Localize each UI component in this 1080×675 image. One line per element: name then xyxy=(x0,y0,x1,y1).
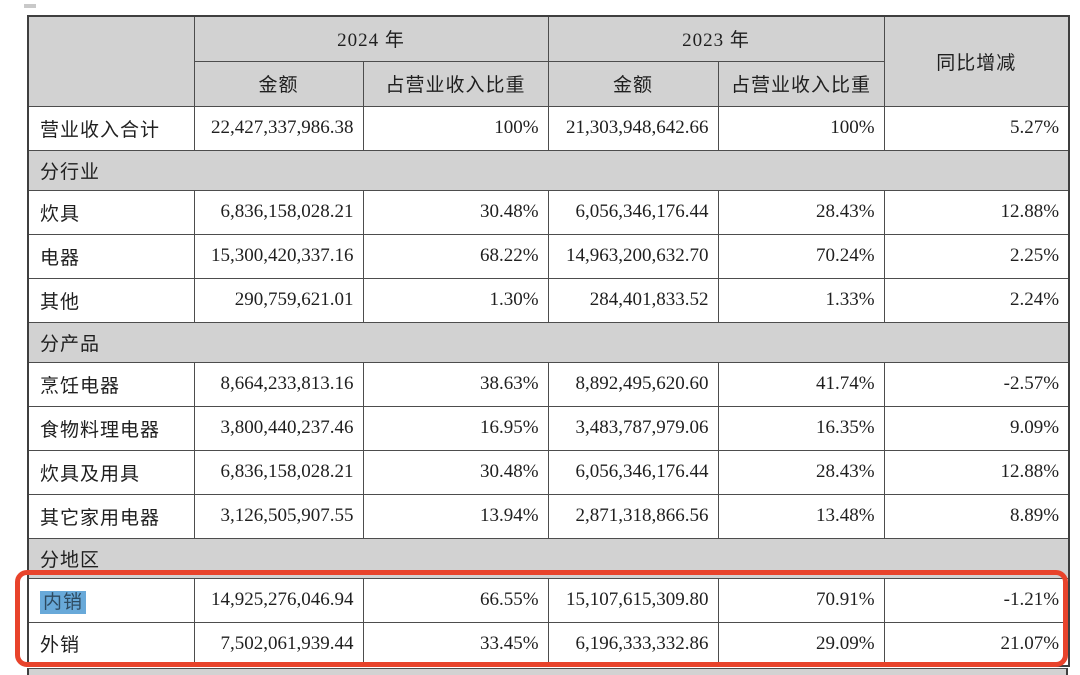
value-cell: 33.45% xyxy=(362,621,549,667)
value-cell: 8.89% xyxy=(883,493,1070,539)
value-cell: 6,056,346,176.44 xyxy=(547,189,719,235)
table-row: 电器 15,300,420,337.16 68.22% 14,963,200,632.… xyxy=(27,233,1070,279)
table-row: 外销 7,502,061,939.44 33.45% 6,196,333,332.86… xyxy=(27,621,1070,667)
column-header-amount-2023: 金额 xyxy=(547,60,719,107)
value-cell: 6,056,346,176.44 xyxy=(547,449,719,495)
value-cell: 70.91% xyxy=(717,577,885,623)
value-cell: 16.35% xyxy=(717,405,885,451)
table-row: 炊具 6,836,158,028.21 30.48% 6,056,346,176.44… xyxy=(27,189,1070,235)
table-row: 营业收入合计 22,427,337,986.38 100% 21,303,948,64… xyxy=(27,105,1070,151)
value-cell: 29.09% xyxy=(717,621,885,667)
value-cell: 21,303,948,642.66 xyxy=(547,105,719,151)
value-cell: 3,126,505,907.55 xyxy=(193,493,364,539)
value-cell: 9.09% xyxy=(883,405,1070,451)
value-cell: 30.48% xyxy=(362,449,549,495)
selected-text: 内销 xyxy=(40,590,87,614)
value-cell: 66.55% xyxy=(362,577,549,623)
value-cell: 5.27% xyxy=(883,105,1070,151)
table-row: 烹饪电器 8,664,233,813.16 38.63% 8,892,495,620.… xyxy=(27,361,1070,407)
value-cell: 28.43% xyxy=(717,189,885,235)
value-cell: 30.48% xyxy=(362,189,549,235)
value-cell: 6,836,158,028.21 xyxy=(193,189,364,235)
row-label: 内销 xyxy=(27,577,195,623)
table-row: 内销 14,925,276,046.94 66.55% 15,107,615,309.… xyxy=(27,577,1070,623)
value-cell: 14,925,276,046.94 xyxy=(193,577,364,623)
row-label: 其他 xyxy=(27,277,195,323)
value-cell: 14,963,200,632.70 xyxy=(547,233,719,279)
value-cell: 22,427,337,986.38 xyxy=(193,105,364,151)
section-label: 分产品 xyxy=(27,321,1070,363)
row-label: 其它家用电器 xyxy=(27,493,195,539)
value-cell: 2,871,318,866.56 xyxy=(547,493,719,539)
section-label: 分行业 xyxy=(27,149,1070,191)
table-row: 炊具及用具 6,836,158,028.21 30.48% 6,056,346,176… xyxy=(27,449,1070,495)
table-body: 营业收入合计 22,427,337,986.38 100% 21,303,948,64… xyxy=(27,105,1070,667)
row-label: 炊具 xyxy=(27,189,195,235)
value-cell: 3,483,787,979.06 xyxy=(547,405,719,451)
value-cell: 15,107,615,309.80 xyxy=(547,577,719,623)
value-cell: 12.88% xyxy=(883,189,1070,235)
value-cell: 7,502,061,939.44 xyxy=(193,621,364,667)
column-header-amount-2024: 金额 xyxy=(193,60,364,107)
value-cell: 13.94% xyxy=(362,493,549,539)
column-header-pct-2024: 占营业收入比重 xyxy=(362,60,549,107)
table-row: 食物料理电器 3,800,440,237.46 16.95% 3,483,787,97… xyxy=(27,405,1070,451)
table-row: 其他 290,759,621.01 1.30% 284,401,833.52 1.33%… xyxy=(27,277,1070,323)
column-header-yoy: 同比增减 xyxy=(883,15,1070,107)
section-row: 分地区 xyxy=(27,537,1070,579)
column-header-2024: 2024 年 xyxy=(193,15,549,62)
section-label: 分地区 xyxy=(27,537,1070,579)
value-cell: 16.95% xyxy=(362,405,549,451)
value-cell: -2.57% xyxy=(883,361,1070,407)
corner-blank-cell xyxy=(27,15,195,107)
row-label: 食物料理电器 xyxy=(27,405,195,451)
value-cell: 13.48% xyxy=(717,493,885,539)
value-cell: 2.24% xyxy=(883,277,1070,323)
revenue-breakdown-table: 2024 年 2023 年 同比增减 金额 占营业收入比重 金额 占营业收入比重… xyxy=(27,15,1071,667)
value-cell: 1.33% xyxy=(717,277,885,323)
value-cell: 70.24% xyxy=(717,233,885,279)
value-cell: 100% xyxy=(717,105,885,151)
value-cell: 28.43% xyxy=(717,449,885,495)
header-row-subcolumns: 金额 占营业收入比重 金额 占营业收入比重 xyxy=(28,60,1069,107)
value-cell: 1.30% xyxy=(362,277,549,323)
value-cell: 2.25% xyxy=(883,233,1070,279)
value-cell: 3,800,440,237.46 xyxy=(193,405,364,451)
value-cell: 41.74% xyxy=(717,361,885,407)
row-label: 营业收入合计 xyxy=(27,105,195,151)
column-header-pct-2023: 占营业收入比重 xyxy=(717,60,885,107)
value-cell: 21.07% xyxy=(883,621,1070,667)
value-cell: 100% xyxy=(362,105,549,151)
value-cell: 290,759,621.01 xyxy=(193,277,364,323)
value-cell: 6,196,333,332.86 xyxy=(547,621,719,667)
row-label: 外销 xyxy=(27,621,195,667)
header-row-years: 2024 年 2023 年 同比增减 xyxy=(27,15,1070,107)
value-cell: 6,836,158,028.21 xyxy=(193,449,364,495)
value-cell: 12.88% xyxy=(883,449,1070,495)
section-row: 分产品 xyxy=(27,321,1070,363)
value-cell: 284,401,833.52 xyxy=(547,277,719,323)
row-label: 炊具及用具 xyxy=(27,449,195,495)
partial-next-row xyxy=(27,668,1068,675)
value-cell: 68.22% xyxy=(362,233,549,279)
column-header-2023: 2023 年 xyxy=(547,15,885,62)
value-cell: 38.63% xyxy=(362,361,549,407)
value-cell: 8,892,495,620.60 xyxy=(547,361,719,407)
row-label: 烹饪电器 xyxy=(27,361,195,407)
table-row: 其它家用电器 3,126,505,907.55 13.94% 2,871,318,86… xyxy=(27,493,1070,539)
value-cell: 15,300,420,337.16 xyxy=(193,233,364,279)
table-header: 2024 年 2023 年 同比增减 金额 占营业收入比重 金额 占营业收入比重 xyxy=(27,15,1070,107)
value-cell: -1.21% xyxy=(883,577,1070,623)
stray-mark xyxy=(24,4,36,8)
section-row: 分行业 xyxy=(27,149,1070,191)
value-cell: 8,664,233,813.16 xyxy=(193,361,364,407)
row-label: 电器 xyxy=(27,233,195,279)
